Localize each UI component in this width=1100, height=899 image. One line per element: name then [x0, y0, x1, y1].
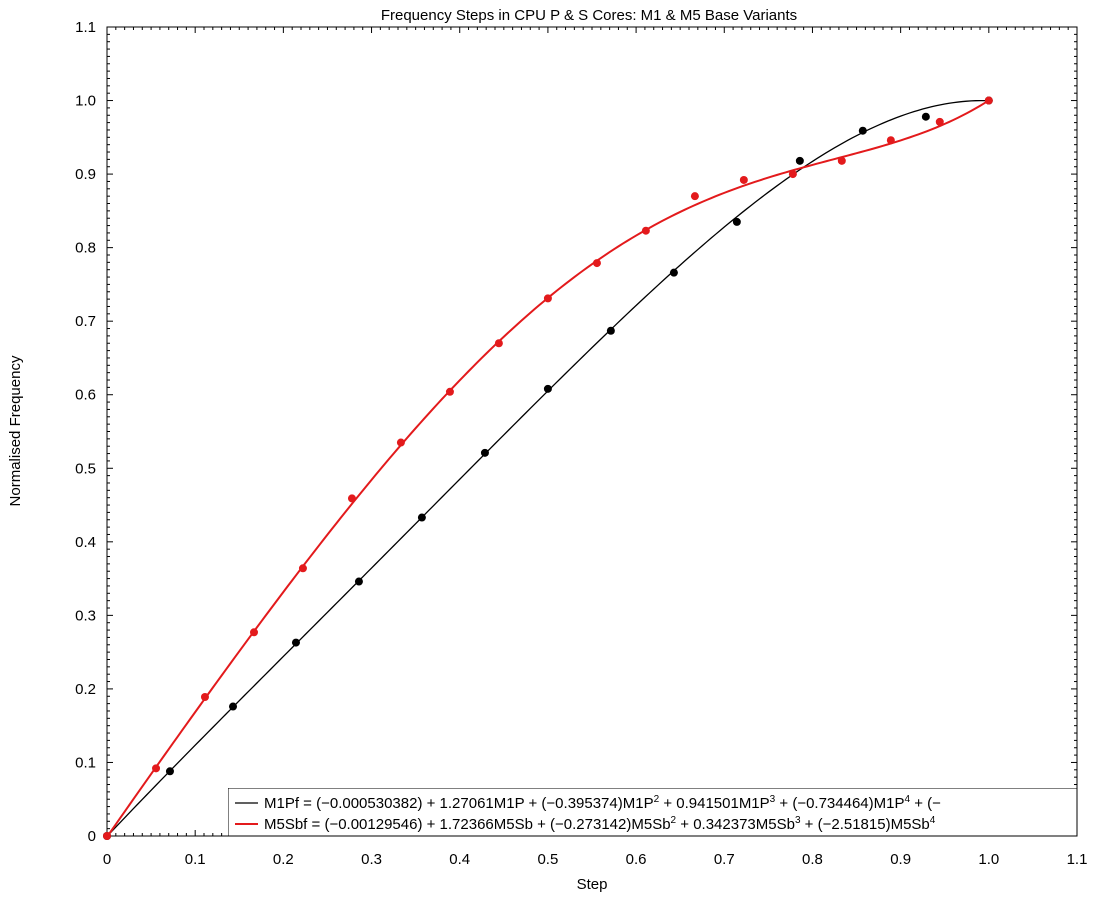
y-tick-label: 1.1 — [75, 19, 96, 36]
y-tick-label: 1.0 — [75, 93, 96, 110]
data-point-M1Pf — [354, 577, 363, 586]
x-axis-title: Step — [577, 876, 608, 893]
data-point-M5Sbf — [298, 564, 307, 573]
data-point-M5Sbf — [984, 96, 993, 105]
data-point-M1Pf — [606, 326, 615, 335]
x-tick-label: 0.9 — [890, 851, 911, 868]
y-tick-label: 0.9 — [75, 166, 96, 183]
data-point-M1Pf — [291, 638, 300, 647]
data-point-M1Pf — [795, 156, 804, 165]
legend-box — [228, 788, 1077, 836]
x-tick-label: 0.1 — [185, 851, 206, 868]
y-tick-label: 0.6 — [75, 387, 96, 404]
x-tick-label: 0.4 — [449, 851, 470, 868]
y-tick-label: 0.7 — [75, 313, 96, 330]
data-point-M5Sbf — [249, 628, 258, 637]
x-tick-label: 0.7 — [714, 851, 735, 868]
data-point-M1Pf — [921, 112, 930, 121]
x-tick-label: 0 — [103, 851, 111, 868]
data-point-M5Sbf — [592, 259, 601, 268]
data-point-M5Sbf — [396, 438, 405, 447]
data-point-M1Pf — [480, 448, 489, 457]
x-tick-label: 0.2 — [273, 851, 294, 868]
series-M5Sbf — [103, 96, 993, 840]
chart-title: Frequency Steps in CPU P & S Cores: M1 &… — [381, 7, 797, 24]
x-tick-label: 0.3 — [361, 851, 382, 868]
data-point-M5Sbf — [494, 339, 503, 348]
fit-line-M1Pf — [106, 99, 989, 837]
y-tick-label: 0.2 — [75, 681, 96, 698]
x-tick-label: 0.6 — [626, 851, 647, 868]
legend-label-M1Pf: M1Pf = (−0.000530382) + 1.27061M1P + (−0… — [264, 794, 941, 812]
data-point-M5Sbf — [837, 156, 846, 165]
data-point-M5Sbf — [543, 294, 552, 303]
y-tick-label: 0.8 — [75, 240, 96, 257]
data-point-M5Sbf — [690, 192, 699, 201]
data-point-M5Sbf — [641, 226, 650, 235]
y-tick-label: 0.3 — [75, 607, 96, 624]
series-M1Pf — [103, 96, 993, 840]
data-point-M1Pf — [229, 702, 238, 711]
data-point-M5Sbf — [445, 387, 454, 396]
y-axis-title: Normalised Frequency — [7, 355, 24, 506]
legend-label-M5Sbf: M5Sbf = (−0.00129546) + 1.72366M5Sb + (−… — [264, 815, 936, 833]
legend: M1Pf = (−0.000530382) + 1.27061M1P + (−0… — [228, 788, 1077, 836]
data-point-M1Pf — [858, 126, 867, 135]
x-tick-label: 1.0 — [978, 851, 999, 868]
series-layer — [103, 96, 993, 840]
data-point-M1Pf — [417, 513, 426, 522]
x-tick-label: 1.1 — [1067, 851, 1088, 868]
y-tick-label: 0.1 — [75, 754, 96, 771]
data-point-M1Pf — [732, 217, 741, 226]
y-axis: 0 0.1 0.2 0.3 0.4 0.5 0.6 0.7 0.8 0.9 1.0 1.1 — [75, 19, 1077, 845]
y-tick-label: 0 — [88, 828, 96, 845]
data-point-M5Sbf — [103, 832, 111, 840]
fit-line-M5Sbf — [106, 99, 990, 838]
data-point-M5Sbf — [152, 764, 161, 773]
x-tick-label: 0.5 — [537, 851, 558, 868]
data-point-M1Pf — [165, 767, 174, 776]
data-point-M5Sbf — [200, 692, 209, 701]
y-tick-label: 0.4 — [75, 534, 96, 551]
x-axis: 0 0.1 0.2 0.3 0.4 0.5 0.6 0.7 0.8 0.9 1.0 1.1 — [103, 27, 1088, 868]
data-point-M5Sbf — [347, 494, 356, 503]
data-point-M5Sbf — [935, 117, 944, 126]
y-tick-label: 0.5 — [75, 460, 96, 477]
x-tick-label: 0.8 — [802, 851, 823, 868]
plot-area — [106, 26, 1078, 837]
data-point-M5Sbf — [788, 170, 797, 179]
data-point-M5Sbf — [886, 136, 895, 145]
data-point-M1Pf — [543, 384, 552, 393]
data-point-M1Pf — [669, 268, 678, 277]
data-point-M5Sbf — [739, 175, 748, 184]
